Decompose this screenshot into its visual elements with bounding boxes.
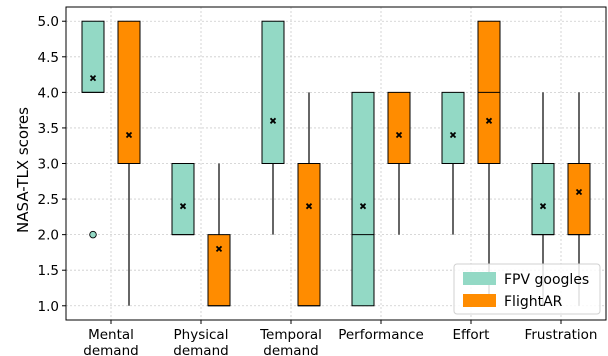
y-tick-label: 1.0 bbox=[38, 299, 59, 315]
mean-marker-stroke bbox=[269, 117, 277, 124]
box-flightar bbox=[477, 20, 501, 306]
mean-marker-stroke bbox=[125, 131, 133, 139]
box-fpv-googles bbox=[171, 163, 195, 236]
x-tick-label: Effort bbox=[453, 327, 490, 343]
mean-marker bbox=[89, 74, 97, 82]
box-flightar bbox=[387, 91, 411, 235]
y-tick-label: 4.0 bbox=[38, 85, 59, 101]
box-body bbox=[261, 20, 285, 164]
y-tick-label: 4.5 bbox=[38, 50, 59, 66]
mean-marker-stroke bbox=[215, 245, 223, 253]
legend-swatch bbox=[463, 272, 496, 285]
mean-marker-stroke bbox=[89, 74, 97, 82]
box-flightar bbox=[207, 163, 231, 307]
mean-marker-stroke bbox=[179, 203, 187, 210]
plot-layer bbox=[81, 20, 591, 307]
mean-marker-stroke bbox=[395, 131, 403, 139]
mean-marker bbox=[179, 203, 187, 210]
y-tick-label: 5.0 bbox=[38, 14, 59, 30]
mean-marker-stroke bbox=[305, 203, 313, 210]
mean-marker bbox=[359, 203, 367, 210]
mean-marker-stroke bbox=[575, 188, 583, 196]
mean-marker-stroke bbox=[539, 203, 547, 210]
legend-swatch bbox=[463, 294, 496, 307]
box-body bbox=[441, 91, 465, 164]
mean-marker bbox=[449, 131, 457, 139]
mean-marker-stroke bbox=[485, 117, 493, 124]
x-tick-label: Physical demand bbox=[173, 327, 228, 356]
box-fpv-googles bbox=[261, 20, 285, 235]
mean-marker bbox=[215, 245, 223, 253]
mean-marker bbox=[575, 188, 583, 196]
mean-marker bbox=[269, 117, 277, 124]
box-body bbox=[297, 163, 321, 307]
box-body bbox=[207, 234, 231, 307]
box-body bbox=[117, 20, 141, 164]
x-tick-label: Frustration bbox=[525, 327, 598, 343]
box-fpv-googles bbox=[531, 92, 555, 306]
box-body bbox=[387, 91, 411, 164]
mean-marker-stroke bbox=[449, 131, 457, 139]
y-tick-label: 3.5 bbox=[38, 121, 59, 137]
x-tick-label: Performance bbox=[338, 327, 424, 343]
x-tick-label: Mental demand bbox=[83, 327, 138, 356]
mean-marker bbox=[305, 203, 313, 210]
box-body bbox=[531, 163, 555, 236]
legend-label: FPV googles bbox=[504, 272, 589, 288]
y-tick-label: 2.0 bbox=[38, 228, 59, 244]
box-fpv-googles bbox=[81, 20, 105, 239]
box-body bbox=[81, 20, 105, 93]
y-tick-label: 1.5 bbox=[38, 263, 59, 279]
box-fpv-googles bbox=[351, 91, 375, 307]
box-fpv-googles bbox=[441, 91, 465, 235]
mean-marker-stroke bbox=[359, 203, 367, 210]
box-flightar bbox=[297, 92, 321, 307]
legend-label: FlightAR bbox=[504, 294, 563, 310]
box-body bbox=[351, 91, 375, 307]
plot-frame bbox=[65, 6, 607, 321]
outlier-point bbox=[89, 230, 97, 239]
y-axis-label: NASA-TLX scores bbox=[14, 107, 32, 233]
box-body bbox=[567, 163, 591, 236]
x-tick-label: Temporal demand bbox=[259, 327, 322, 356]
mean-marker bbox=[125, 131, 133, 139]
mean-marker bbox=[485, 117, 493, 124]
mean-marker bbox=[395, 131, 403, 139]
legend: FPV googles FlightAR bbox=[453, 263, 601, 315]
box-body bbox=[171, 163, 195, 236]
y-tick-label: 3.0 bbox=[38, 157, 59, 173]
mean-marker bbox=[539, 203, 547, 210]
axis-layer: 1.0 1.5 2.0 2.5 3.0 3.5 4.0 4.5 5.0 Mental demand P… bbox=[38, 6, 607, 356]
box-flightar bbox=[117, 20, 141, 306]
y-tick-label: 2.5 bbox=[38, 192, 59, 208]
